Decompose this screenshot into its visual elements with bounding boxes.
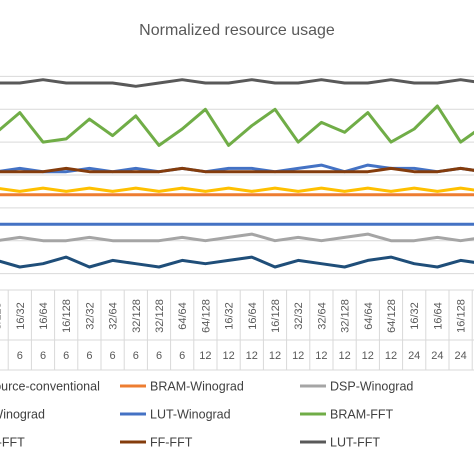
- x-group-label: 12: [269, 350, 281, 362]
- legend-label: FF-Winograd: [0, 408, 45, 422]
- x-tick-label: 16/128: [61, 299, 73, 333]
- x-group-label: 12: [338, 350, 350, 362]
- x-group-label: 24: [408, 350, 420, 362]
- legend-label: DSP-FFT: [0, 436, 25, 450]
- series-line-dsp-winograd: [0, 232, 474, 243]
- series-line-ff-fft: [0, 166, 474, 174]
- x-tick-label: 16/64: [247, 302, 259, 330]
- x-tick-label: 64/64: [177, 302, 189, 330]
- x-tick-label: 16/128: [270, 299, 282, 333]
- x-tick-label: 8/128: [0, 302, 4, 330]
- x-axis-labels: 8/128 6 16/32 6 16/64 6 16/128 6 32/32 6 32/64 6 32/…: [0, 289, 474, 371]
- x-group-label: 6: [86, 350, 92, 362]
- x-group-label: 6: [63, 350, 69, 362]
- legend-label: Resource-conventional: [0, 380, 100, 394]
- x-tick-label: 16/32: [409, 302, 421, 330]
- x-group-label: 12: [385, 350, 397, 362]
- x-tick-label: 32/128: [340, 299, 352, 333]
- legend-label: LUT-Winograd: [150, 408, 231, 422]
- legend-label: BRAM-Winograd: [150, 380, 244, 394]
- x-tick-label: 32/64: [108, 302, 120, 330]
- x-tick-label: 64/64: [363, 302, 375, 330]
- x-tick-label: 32/128: [131, 299, 143, 333]
- x-group-label: 24: [454, 350, 466, 362]
- legend: Resource-conventional BRAM-Winograd DSP-Wi…: [0, 380, 413, 450]
- x-tick-label: 64/128: [386, 299, 398, 333]
- legend-label: BRAM-FFT: [330, 408, 394, 422]
- x-group-label: 6: [110, 350, 116, 362]
- x-tick-label: 32/128: [154, 299, 166, 333]
- chart-title: Normalized resource usage: [139, 22, 335, 39]
- legend-label: FF-FFT: [150, 436, 193, 450]
- series-line-bram-fft: [0, 104, 474, 147]
- x-group-label: 6: [156, 350, 162, 362]
- legend-label: LUT-FFT: [330, 436, 380, 450]
- x-tick-label: 16/32: [224, 302, 236, 330]
- legend-label: DSP-Winograd: [330, 380, 413, 394]
- series-lines: [0, 78, 474, 269]
- x-tick-label: 16/64: [432, 302, 444, 330]
- x-group-label: 12: [292, 350, 304, 362]
- series-line-lut-fft: [0, 78, 474, 88]
- series-line-ff-winograd: [0, 186, 474, 193]
- x-group-label: 12: [362, 350, 374, 362]
- x-tick-label: 64/128: [200, 299, 212, 333]
- x-tick-label: 32/32: [84, 302, 96, 330]
- x-tick-label: 32/32: [293, 302, 305, 330]
- x-group-label: 6: [17, 350, 23, 362]
- x-group-label: 24: [431, 350, 443, 362]
- series-line-dsp-fft: [0, 255, 474, 269]
- x-group-label: 6: [179, 350, 185, 362]
- x-group-label: 12: [222, 350, 234, 362]
- x-group-label: 12: [199, 350, 211, 362]
- x-group-label: 12: [246, 350, 258, 362]
- x-group-label: 6: [133, 350, 139, 362]
- x-group-label: 12: [315, 350, 327, 362]
- x-group-label: 6: [40, 350, 46, 362]
- x-tick-label: 16/128: [456, 299, 468, 333]
- x-tick-label: 16/32: [15, 302, 27, 330]
- gridlines: [0, 75, 474, 275]
- x-tick-label: 32/64: [316, 302, 328, 330]
- x-tick-label: 16/64: [38, 302, 50, 330]
